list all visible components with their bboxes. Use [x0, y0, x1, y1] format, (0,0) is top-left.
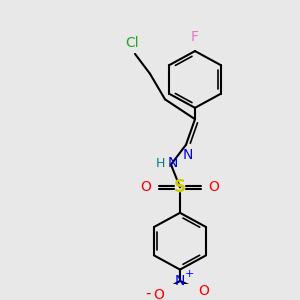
Text: F: F: [191, 30, 199, 44]
Text: O: O: [199, 284, 209, 298]
Text: O: O: [154, 288, 164, 300]
Text: O: O: [141, 180, 152, 194]
Text: H: H: [156, 157, 165, 170]
Text: Cl: Cl: [125, 36, 139, 50]
Text: N: N: [182, 148, 193, 162]
Text: N: N: [167, 156, 178, 170]
Text: S: S: [174, 178, 186, 196]
Text: N: N: [175, 274, 185, 288]
Text: +: +: [184, 269, 194, 279]
Text: -: -: [146, 286, 151, 300]
Text: O: O: [208, 180, 219, 194]
